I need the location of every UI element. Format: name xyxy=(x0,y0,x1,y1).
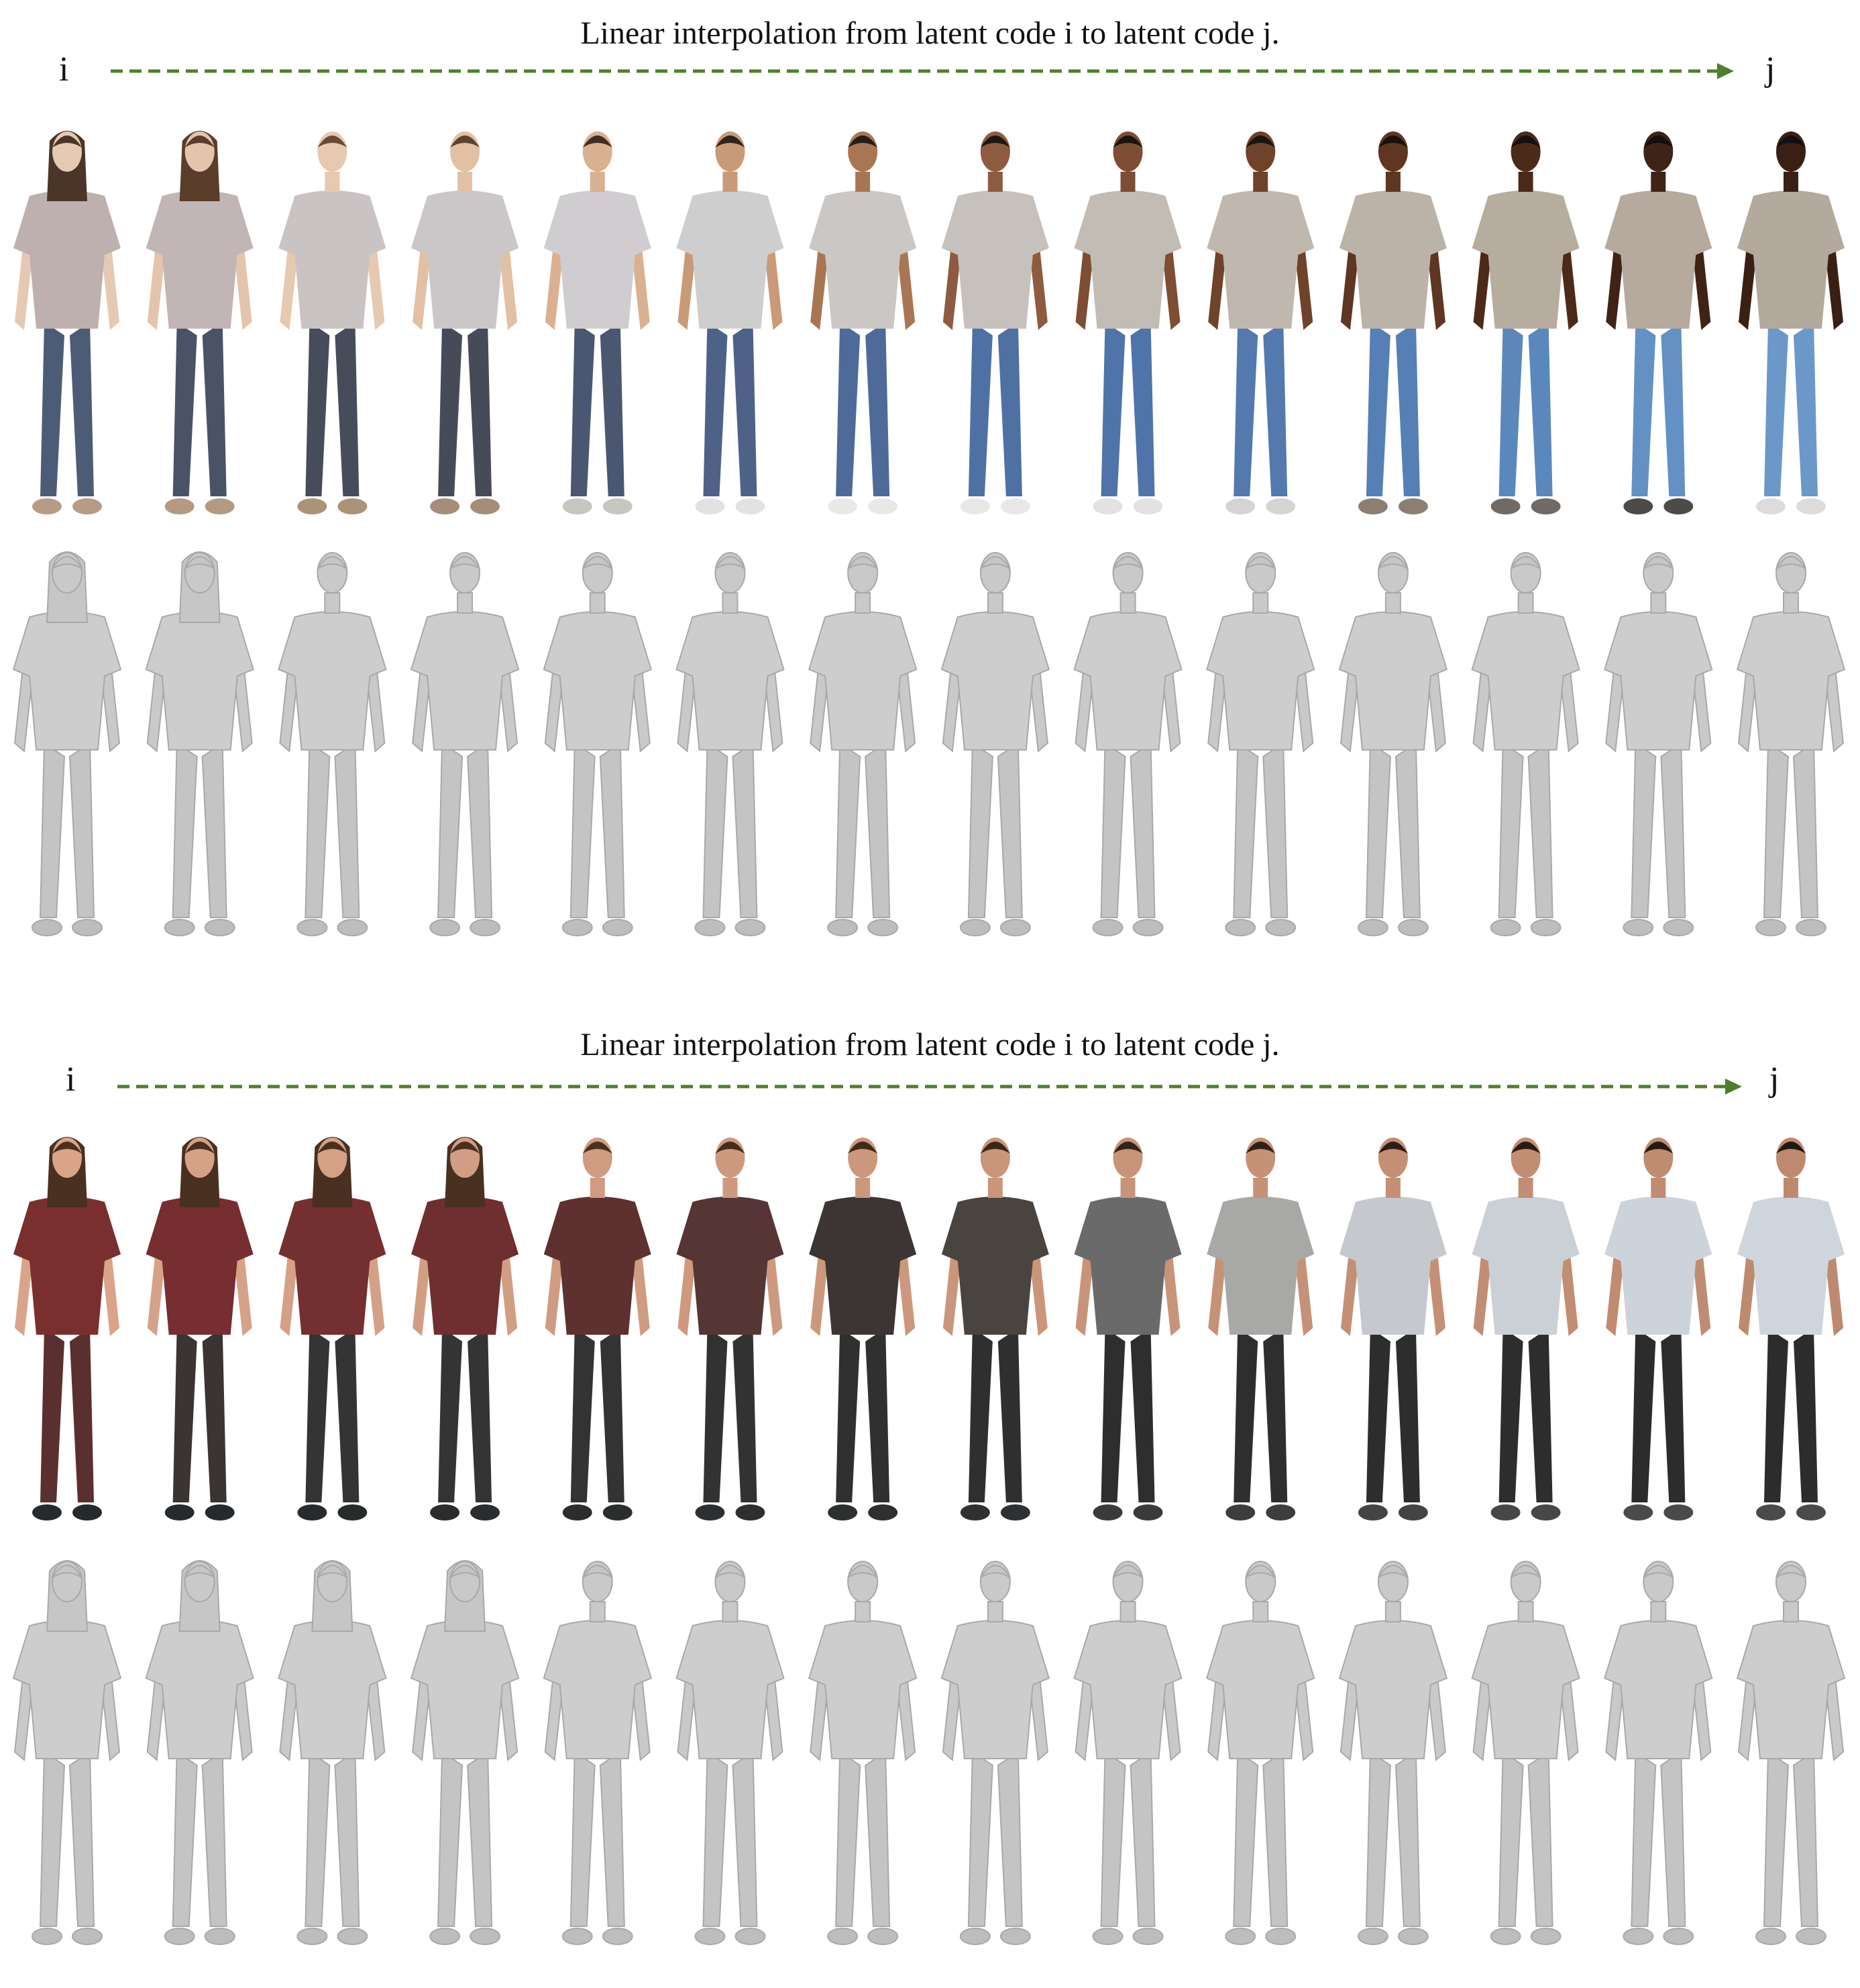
mesh-figure xyxy=(12,551,122,936)
mesh-figure xyxy=(1471,1561,1580,1945)
mesh-figure xyxy=(145,551,254,936)
textured-figure xyxy=(1737,1138,1845,1521)
interpolation-arrow xyxy=(111,63,1734,79)
textured-figure xyxy=(13,1137,121,1521)
arrow-head xyxy=(1725,1079,1742,1095)
textured-figure xyxy=(1472,1138,1580,1521)
textured-figure xyxy=(278,131,386,514)
mesh-figure xyxy=(675,1561,785,1945)
textured-figure xyxy=(809,1138,917,1521)
mesh-figure xyxy=(940,552,1050,936)
mesh-figure xyxy=(1338,1561,1448,1945)
mesh-figure xyxy=(410,1560,520,1945)
textured-figure xyxy=(146,131,254,514)
textured-row xyxy=(0,121,1860,550)
textured-figure xyxy=(146,1137,254,1521)
textured-figure xyxy=(676,131,784,514)
mesh-figure xyxy=(1471,552,1580,936)
mesh-figure xyxy=(1604,552,1713,936)
mesh-figure xyxy=(675,552,785,936)
textured-figure xyxy=(1207,131,1315,514)
mesh-figure xyxy=(1073,552,1183,936)
mesh-figure xyxy=(145,1560,254,1945)
end-label-j: j xyxy=(1765,50,1775,89)
start-label-i: i xyxy=(66,1060,76,1099)
textured-figure xyxy=(1339,131,1447,514)
mesh-figure xyxy=(543,1561,652,1945)
textured-figure xyxy=(543,1138,651,1521)
textured-figure xyxy=(1074,131,1182,514)
mesh-figure xyxy=(1206,552,1315,936)
mesh-figure xyxy=(543,552,652,936)
end-label-j: j xyxy=(1769,1060,1780,1099)
textured-row xyxy=(0,1127,1860,1556)
arrow-head xyxy=(1717,63,1734,79)
interpolation-arrow xyxy=(117,1079,1742,1095)
textured-figure xyxy=(278,1137,386,1521)
textured-figure xyxy=(1604,1138,1712,1521)
mesh-figure xyxy=(1736,552,1846,936)
interpolation-panel-bottom: Linear interpolation from latent code i … xyxy=(0,1006,1860,1988)
mesh-row xyxy=(0,1551,1860,1980)
panel-caption: Linear interpolation from latent code i … xyxy=(580,1027,1280,1062)
textured-figure xyxy=(411,1137,519,1521)
mesh-figure xyxy=(1206,1561,1315,1945)
textured-figure xyxy=(809,131,917,514)
mesh-figure xyxy=(278,552,387,936)
textured-figure xyxy=(1737,131,1845,514)
textured-figure xyxy=(941,1138,1049,1521)
panel-caption: Linear interpolation from latent code i … xyxy=(580,15,1280,51)
start-label-i: i xyxy=(59,50,69,89)
textured-figure xyxy=(676,1138,784,1521)
mesh-figure xyxy=(808,1561,918,1945)
mesh-row xyxy=(0,542,1860,971)
mesh-figure xyxy=(940,1561,1050,1945)
textured-figure xyxy=(13,131,121,514)
textured-figure xyxy=(1472,131,1580,514)
mesh-figure xyxy=(1338,552,1448,936)
mesh-figure xyxy=(1073,1561,1183,1945)
textured-figure xyxy=(1339,1138,1447,1521)
textured-figure xyxy=(1207,1138,1315,1521)
mesh-figure xyxy=(410,552,520,936)
textured-figure xyxy=(1074,1138,1182,1521)
interpolation-panel-top: Linear interpolation from latent code i … xyxy=(0,0,1860,993)
mesh-figure xyxy=(1604,1561,1713,1945)
textured-figure xyxy=(1604,131,1712,514)
textured-figure xyxy=(941,131,1049,514)
textured-figure xyxy=(543,131,651,514)
mesh-figure xyxy=(1736,1561,1846,1945)
mesh-figure xyxy=(278,1560,387,1945)
mesh-figure xyxy=(808,552,918,936)
textured-figure xyxy=(411,131,519,514)
mesh-figure xyxy=(12,1560,122,1945)
